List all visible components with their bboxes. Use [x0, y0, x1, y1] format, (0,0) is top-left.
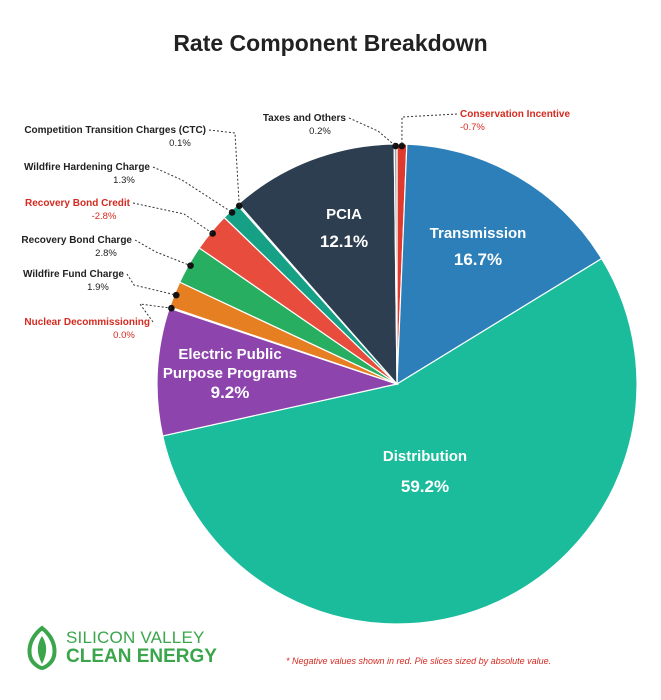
leader-line-wildfire-hardening-charge — [152, 166, 233, 213]
slice-label-distribution: Distribution — [383, 448, 467, 465]
slice-value-transmission: 16.7% — [454, 250, 502, 269]
slice-value-recovery-bond-credit: -2.8% — [92, 211, 117, 222]
leader-dot-nuclear-decommissioning — [168, 304, 175, 312]
slice-value-distribution: 59.2% — [401, 477, 449, 496]
slice-value-wildfire-fund-charge: 1.9% — [87, 282, 109, 293]
logo-text-line1: SILICON VALLEY — [66, 628, 205, 647]
logo: SILICON VALLEY CLEAN ENERGY — [22, 624, 252, 674]
leader-line-recovery-bond-credit — [132, 202, 213, 234]
leader-dot-wildfire-hardening-charge — [228, 209, 236, 216]
footnote: * Negative values shown in red. Pie slic… — [286, 656, 552, 666]
pie-slice-pcia — [237, 143, 398, 386]
slice-label-conservation-incentive: Conservation Incentive — [460, 109, 570, 120]
slice-value-taxes-and-others: 0.2% — [309, 126, 331, 137]
pie-slice-distribution — [161, 257, 638, 625]
slice-value-electric-public-purpose-programs: 9.2% — [211, 383, 250, 402]
leader-line-competition-transition-charges-ctc — [208, 129, 240, 206]
leader-line-wildfire-fund-charge — [126, 273, 177, 296]
slice-label-line: Electric Public — [178, 346, 281, 363]
leader-line-recovery-bond-charge — [134, 239, 191, 267]
slice-value-nuclear-decommissioning: 0.0% — [113, 330, 135, 341]
leaf-logo-icon — [27, 625, 57, 671]
slice-label-competition-transition-charges-ctc: Competition Transition Charges (CTC) — [24, 125, 206, 136]
slice-value-wildfire-hardening-charge: 1.3% — [113, 175, 135, 186]
slice-label-recovery-bond-charge: Recovery Bond Charge — [21, 235, 132, 246]
slice-value-conservation-incentive: -0.7% — [460, 122, 485, 133]
slice-label-taxes-and-others: Taxes and Others — [263, 113, 347, 124]
slice-label-transmission: Transmission — [430, 225, 527, 242]
slice-label-pcia: PCIA — [326, 206, 362, 223]
logo-text-line2: CLEAN ENERGY — [66, 646, 217, 667]
leader-dot-competition-transition-charges-ctc — [235, 202, 243, 210]
leader-line-taxes-and-others — [348, 117, 396, 147]
slice-label-recovery-bond-credit: Recovery Bond Credit — [25, 198, 131, 209]
pie-slice-transmission — [396, 143, 603, 386]
leader-dot-taxes-and-others — [392, 142, 399, 150]
leader-dot-recovery-bond-credit — [209, 230, 216, 237]
pie-slices — [156, 143, 638, 625]
slice-label-wildfire-hardening-charge: Wildfire Hardening Charge — [24, 162, 150, 173]
slice-label-line: Purpose Programs — [163, 365, 297, 382]
pie-slice-electric-public-purpose-programs — [156, 307, 400, 437]
slice-label-electric-public-purpose-programs: Electric Public Purpose Programs — [163, 346, 297, 382]
pie-labels: Conservation Incentive -0.7% Transmission 1… — [21, 109, 570, 496]
chart-title: Rate Component Breakdown — [173, 30, 488, 56]
slice-label-nuclear-decommissioning: Nuclear Decommissioning — [24, 317, 150, 328]
leader-line-conservation-incentive — [401, 113, 458, 147]
slice-value-competition-transition-charges-ctc: 0.1% — [169, 138, 191, 149]
slice-value-recovery-bond-charge: 2.8% — [95, 248, 117, 259]
slice-label-wildfire-fund-charge: Wildfire Fund Charge — [23, 269, 124, 280]
slice-value-pcia: 12.1% — [320, 232, 368, 251]
